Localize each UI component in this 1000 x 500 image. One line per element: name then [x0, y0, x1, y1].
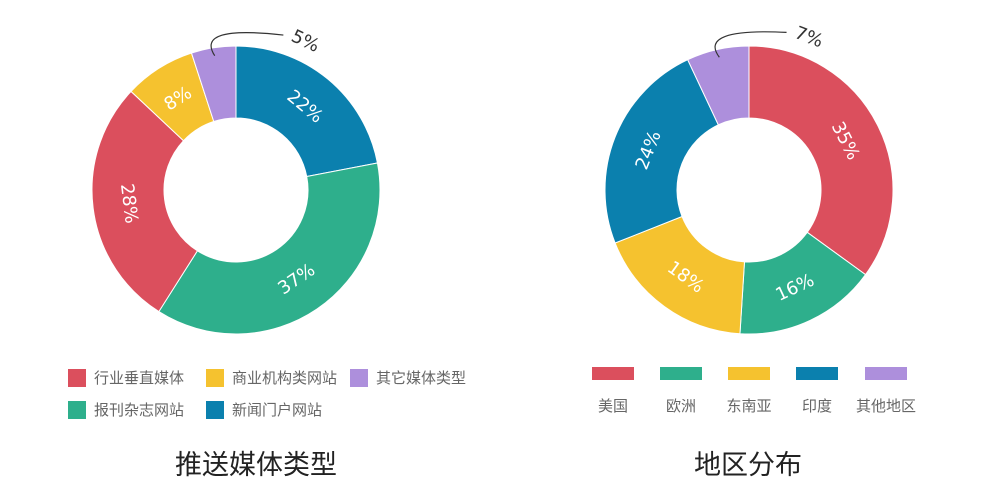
legend-label-0: 美国: [598, 397, 628, 415]
slice-4-label: 7%: [792, 22, 826, 52]
region-distribution-donut-chart: 35%16%18%24%7%: [604, 22, 894, 335]
legend-label-1: 欧洲: [666, 397, 696, 415]
slice-1: [158, 162, 381, 335]
legend-swatch-4: [206, 401, 224, 419]
legend-swatch-1: [660, 367, 702, 380]
slice-0: [235, 45, 379, 178]
slice-0: [748, 45, 894, 276]
legend-label-3: 报刊杂志网站: [94, 401, 184, 419]
legend-label-3: 印度: [802, 397, 832, 415]
media-type-donut-chart: 22%37%28%8%5%: [91, 26, 381, 335]
legend-label-4: 其他地区: [856, 397, 916, 415]
legend-swatch-3: [68, 401, 86, 419]
slice-4-callout-line: [714, 31, 787, 58]
slice-3: [604, 59, 720, 244]
legend-swatch-1: [206, 369, 224, 387]
region-chart-title: 地区分布: [694, 450, 802, 481]
slice-4: [190, 45, 237, 123]
legend-swatch-2: [350, 369, 368, 387]
legend-swatch-3: [796, 367, 838, 380]
legend-swatch-0: [68, 369, 86, 387]
slice-2: [614, 215, 746, 335]
legend-label-2: 其它媒体类型: [376, 369, 466, 387]
media-type-chart-title: 推送媒体类型: [175, 450, 337, 481]
slice-4-callout-line: [210, 32, 284, 57]
slice-4: [687, 45, 750, 126]
legend-swatch-0: [592, 367, 634, 380]
slice-2-label: 28%: [116, 182, 142, 224]
region-legend: 美国 欧洲 东南亚 印度 其他地区: [592, 367, 916, 415]
legend-label-1: 商业机构类网站: [232, 369, 337, 387]
legend-label-0: 行业垂直媒体: [94, 369, 184, 387]
slice-2: [91, 90, 199, 313]
legend-label-4: 新闻门户网站: [232, 401, 322, 419]
legend-swatch-4: [865, 367, 907, 380]
slice-4-label: 5%: [288, 26, 323, 57]
legend-label-2: 东南亚: [726, 397, 771, 415]
legend-swatch-2: [728, 367, 770, 380]
